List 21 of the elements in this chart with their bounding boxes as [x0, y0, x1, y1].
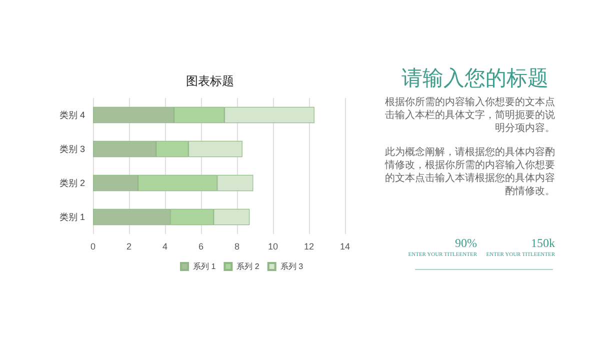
x-tick-label: 10	[268, 242, 278, 252]
x-tick-label: 12	[304, 242, 314, 252]
text: 请输入您的标题	[400, 65, 550, 92]
x-tick-label: 14	[340, 242, 350, 252]
y-tick-label: 类别 1	[59, 212, 85, 222]
x-tick-label: 4	[162, 242, 168, 252]
legend-label: 系列 2	[236, 262, 260, 271]
x-tick-label: 8	[234, 242, 240, 252]
x-tick-label: 0	[90, 242, 96, 252]
y-tick-label: 类别 4	[59, 110, 85, 120]
legend-label: 系列 3	[280, 262, 304, 271]
y-tick-label: 类别 3	[59, 144, 85, 154]
text: 90%	[454, 236, 477, 251]
x-tick-label: 2	[126, 242, 132, 252]
chart-title: 图表标题	[186, 74, 234, 88]
y-tick-label: 类别 2	[59, 178, 85, 188]
legend-label: 系列 1	[193, 262, 216, 271]
text: 根据你所需的内容输入你想要的文本点击输入本栏的具体文字，简明扼要的说明分项内容。	[385, 96, 555, 135]
text: 此为概念阐解，请根据您的具体内容酌情修改，根据你所需的内容输入你想要的文本点击输入本请根据您的具体内容酌情修改。	[385, 146, 555, 198]
text: 150k	[530, 236, 555, 251]
x-tick-label: 6	[198, 242, 204, 252]
